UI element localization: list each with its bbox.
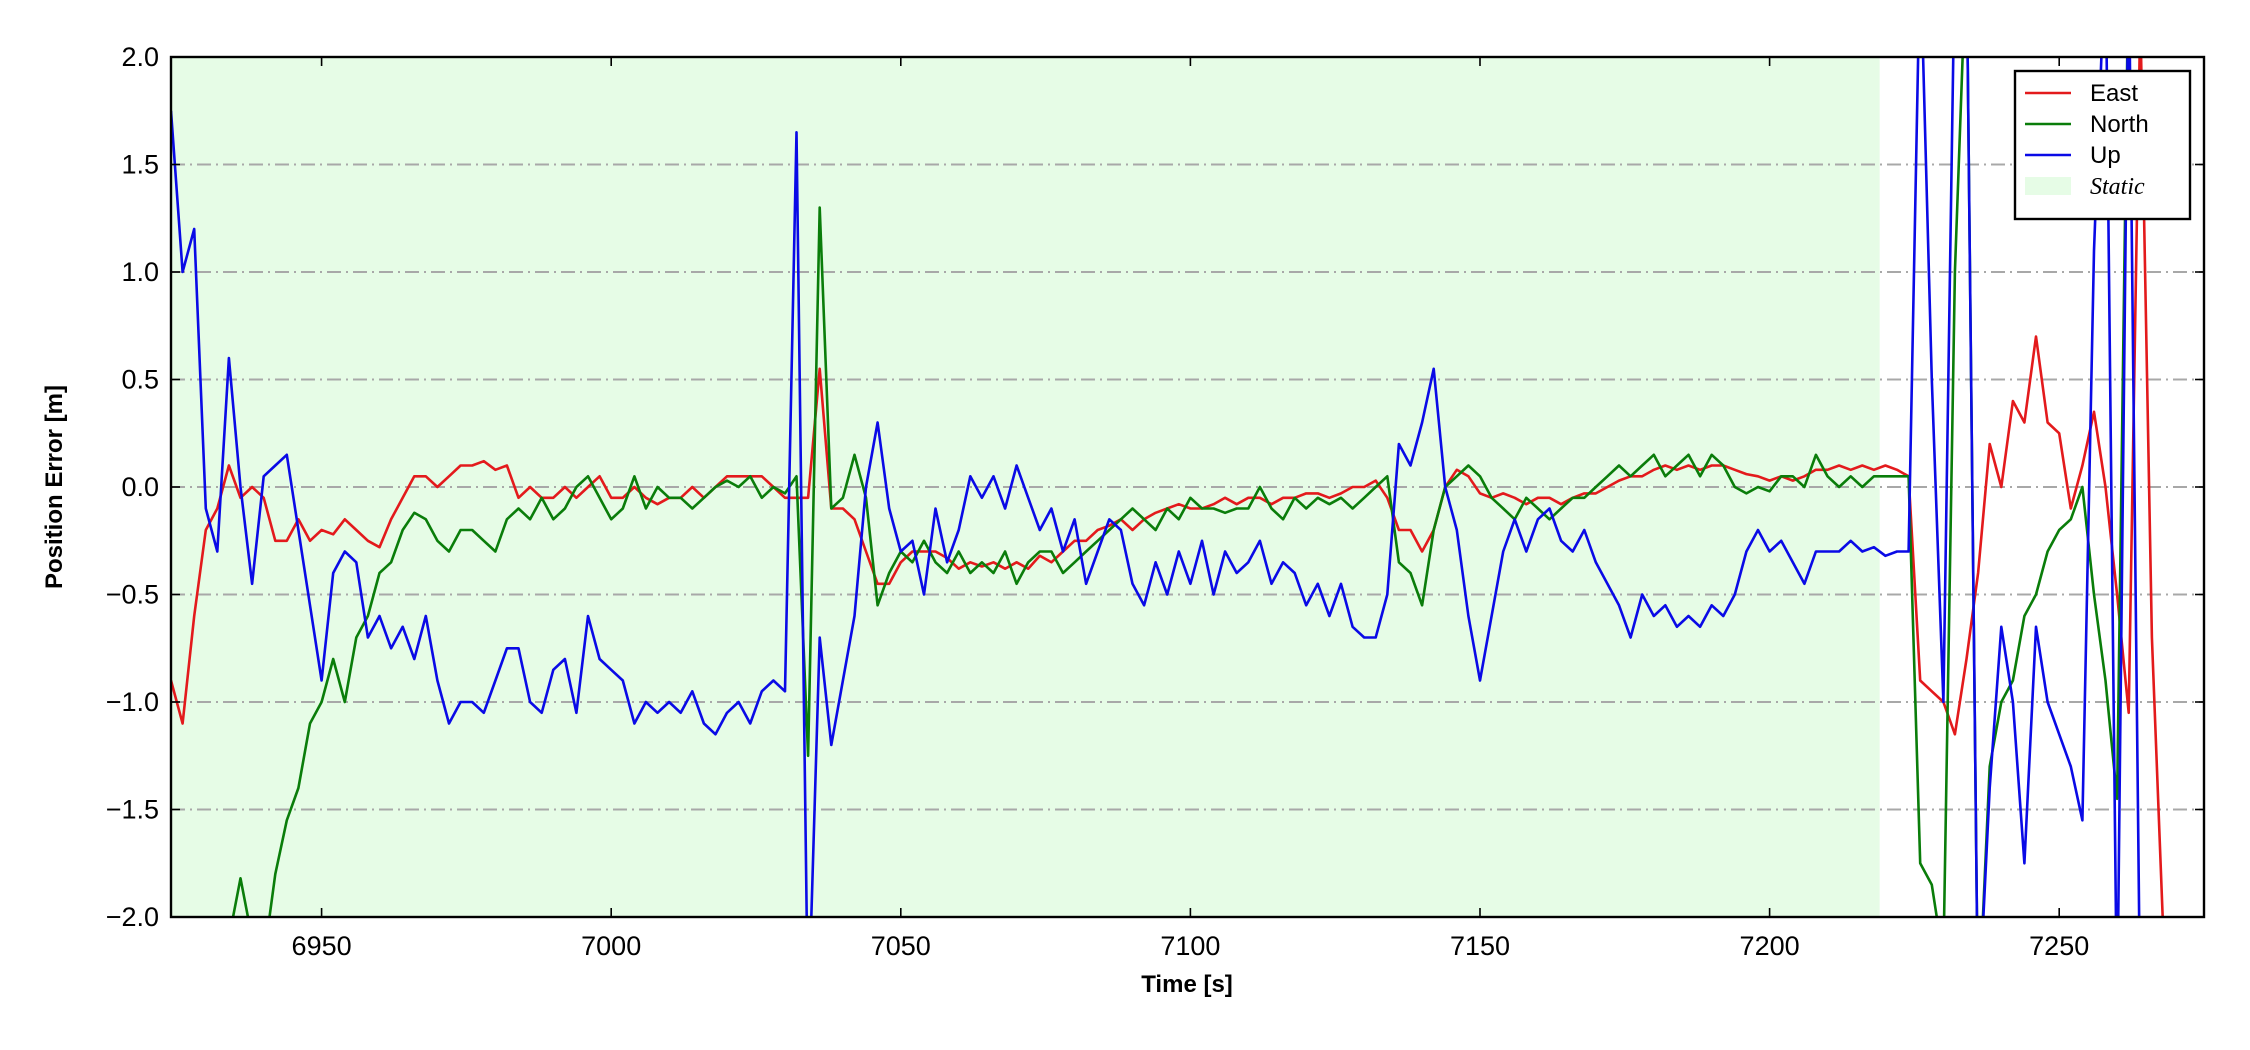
grid xyxy=(171,163,2204,811)
series-line xyxy=(171,57,2141,917)
x-tick-label: 7200 xyxy=(1740,931,1800,961)
series-line xyxy=(231,57,2129,917)
y-tick-label: −1.5 xyxy=(106,795,159,825)
legend-label: Up xyxy=(2090,142,2121,169)
legend-label: East xyxy=(2090,80,2138,107)
x-tick-label: 7150 xyxy=(1450,931,1510,961)
plot-lines xyxy=(171,57,2164,917)
x-tick-label: 6950 xyxy=(292,931,352,961)
y-tick-label: 0.0 xyxy=(121,472,159,502)
legend: East North Up Static xyxy=(2013,69,2192,221)
axes: −2.0 −1.5 −1.0 −0.5 0.0 0.5 1.0 1.5 2.0 6950 7000 7… xyxy=(106,42,2204,961)
legend-label: Static xyxy=(2090,174,2145,200)
y-tick-label: 0.5 xyxy=(121,365,159,395)
y-tick-label: −2.0 xyxy=(106,902,159,932)
x-tick-label: 7000 xyxy=(581,931,641,961)
y-tick-label: 1.0 xyxy=(121,257,159,287)
x-tick-label: 7100 xyxy=(1160,931,1220,961)
x-axis-label: Time [s] xyxy=(1141,971,1233,998)
y-axis-label: Position Error [m] xyxy=(41,385,68,589)
x-tick-label: 7050 xyxy=(871,931,931,961)
y-tick-label: 1.5 xyxy=(121,150,159,180)
y-tick-label: 2.0 xyxy=(121,42,159,72)
legend-swatch xyxy=(2025,177,2071,195)
y-tick-label: −1.0 xyxy=(106,687,159,717)
legend-label: North xyxy=(2090,111,2149,138)
y-tick-label: −0.5 xyxy=(106,580,159,610)
x-tick-label: 7250 xyxy=(2029,931,2089,961)
